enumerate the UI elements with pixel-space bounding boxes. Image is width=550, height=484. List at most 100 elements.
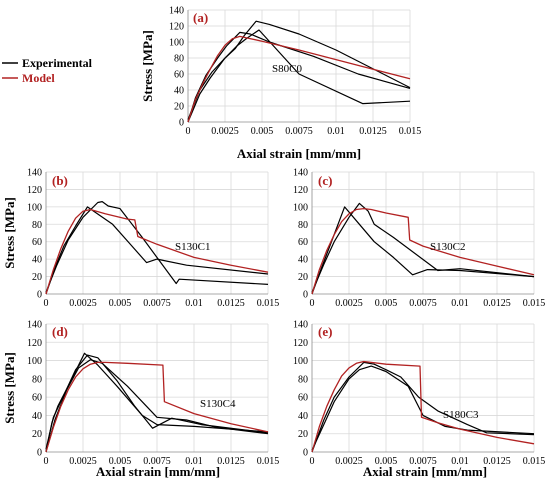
y-tick-label: 60 xyxy=(298,393,308,404)
y-tick-label: 140 xyxy=(27,320,42,331)
x-tick-label: 0.015 xyxy=(523,456,546,467)
x-tick-label: 0.0025 xyxy=(335,456,363,467)
x-tick-label: 0.01 xyxy=(451,456,469,467)
y-tick-label: 60 xyxy=(298,237,308,248)
y-tick-label: 120 xyxy=(169,22,184,33)
x-tick-label: 0.0075 xyxy=(143,298,171,309)
y-tick-label: 100 xyxy=(27,202,42,213)
x-tick-label: 0.005 xyxy=(109,456,132,467)
y-tick-label: 60 xyxy=(174,70,184,81)
model-curve xyxy=(45,208,269,295)
specimen-label: S180C3 xyxy=(443,409,479,421)
x-tick-label: 0 xyxy=(310,298,315,309)
y-axis-label: Stress [MPa] xyxy=(140,30,155,102)
x-tick-label: 0 xyxy=(186,126,191,137)
y-tick-label: 80 xyxy=(174,54,184,65)
specimen-label: S80C0 xyxy=(272,63,302,75)
x-tick-label: 0.0125 xyxy=(359,126,387,137)
x-tick-label: 0.0025 xyxy=(69,456,97,467)
model-curve xyxy=(187,35,411,123)
panel-letter: (e) xyxy=(318,324,332,339)
x-tick-label: 0 xyxy=(310,456,315,467)
x-tick-label: 0.0075 xyxy=(409,456,437,467)
panel-letter: (b) xyxy=(52,173,68,188)
y-tick-label: 20 xyxy=(32,272,42,283)
y-tick-label: 0 xyxy=(303,290,308,301)
panel-s80c0: 0 20 40 60 80 100 120 140 0 0.0025 0.005 0.0075 0.01… xyxy=(140,6,421,162)
x-tick-label: 0.01 xyxy=(327,126,345,137)
x-tick-label: 0.015 xyxy=(257,456,280,467)
y-tick-label: 40 xyxy=(298,255,308,266)
experimental-curve-3 xyxy=(45,359,269,453)
model-curve xyxy=(311,360,535,453)
x-axis-label: Axial strain [mm/mm] xyxy=(96,464,220,479)
panel-s180c3: 0 20 40 60 80 100 120 140 0 0.0025 0.005 0.0075 0.01… xyxy=(293,320,545,480)
y-tick-label: 100 xyxy=(293,356,308,367)
y-tick-label: 80 xyxy=(32,220,42,231)
y-tick-label: 100 xyxy=(293,202,308,213)
model-curve xyxy=(45,361,269,453)
x-tick-label: 0.0125 xyxy=(217,456,245,467)
x-tick-label: 0.005 xyxy=(109,298,132,309)
x-tick-label: 0.0025 xyxy=(69,298,97,309)
y-axis-label: Stress [MPa] xyxy=(2,352,17,424)
y-tick-label: 20 xyxy=(298,429,308,440)
y-tick-label: 100 xyxy=(169,38,184,49)
x-tick-label: 0.005 xyxy=(375,456,398,467)
x-tick-label: 0.0025 xyxy=(335,298,363,309)
x-tick-label: 0.015 xyxy=(399,126,422,137)
x-tick-label: 0.0125 xyxy=(217,298,245,309)
panel-letter: (c) xyxy=(318,173,332,188)
experimental-curve-1 xyxy=(311,361,535,453)
x-tick-label: 0.0025 xyxy=(211,126,239,137)
y-tick-label: 80 xyxy=(298,220,308,231)
y-tick-label: 140 xyxy=(293,320,308,331)
x-axis-label: Axial strain [mm/mm] xyxy=(363,464,487,479)
experimental-curve-2 xyxy=(311,202,535,293)
y-tick-label: 0 xyxy=(303,448,308,459)
legend-experimental-label: Experimental xyxy=(22,56,93,70)
experimental-curve-2 xyxy=(187,20,411,120)
panel-letter: (d) xyxy=(52,324,68,339)
specimen-label: S130C1 xyxy=(175,241,210,253)
y-tick-label: 20 xyxy=(298,272,308,283)
legend: Experimental Model xyxy=(2,56,93,85)
y-tick-label: 40 xyxy=(298,411,308,422)
y-tick-label: 140 xyxy=(27,168,42,179)
y-tick-label: 120 xyxy=(27,338,42,349)
y-tick-label: 40 xyxy=(32,411,42,422)
y-tick-label: 0 xyxy=(37,290,42,301)
x-axis-label: Axial strain [mm/mm] xyxy=(237,146,361,161)
y-tick-label: 40 xyxy=(174,86,184,97)
x-tick-label: 0.005 xyxy=(375,298,398,309)
x-tick-label: 0.015 xyxy=(523,298,546,309)
y-tick-label: 120 xyxy=(293,185,308,196)
y-tick-label: 0 xyxy=(37,448,42,459)
specimen-label: S130C4 xyxy=(200,398,236,410)
y-tick-label: 60 xyxy=(32,237,42,248)
y-axis-label: Stress [MPa] xyxy=(2,197,17,269)
x-tick-label: 0 xyxy=(44,298,49,309)
y-tick-label: 100 xyxy=(27,356,42,367)
experimental-curve-2 xyxy=(45,201,269,293)
specimen-label: S130C2 xyxy=(430,241,465,253)
x-tick-label: 0.005 xyxy=(251,126,274,137)
y-tick-label: 20 xyxy=(32,429,42,440)
experimental-curve-1 xyxy=(187,31,411,123)
panel-letter: (a) xyxy=(193,10,208,25)
y-tick-label: 20 xyxy=(174,102,184,113)
panel-s130c2: 0 20 40 60 80 100 120 140 0 0.0025 0.005 0.0075 0.01… xyxy=(293,168,545,310)
y-tick-label: 0 xyxy=(179,118,184,129)
y-tick-label: 60 xyxy=(32,393,42,404)
experimental-curve-3 xyxy=(187,29,411,123)
y-tick-label: 140 xyxy=(293,168,308,179)
x-tick-label: 0.01 xyxy=(185,456,203,467)
y-tick-label: 120 xyxy=(27,185,42,196)
model-curve xyxy=(311,207,535,295)
x-tick-label: 0.0075 xyxy=(143,456,171,467)
x-tick-label: 0 xyxy=(44,456,49,467)
y-tick-label: 80 xyxy=(32,374,42,385)
legend-model-label: Model xyxy=(22,71,55,85)
x-tick-label: 0.0125 xyxy=(483,456,511,467)
